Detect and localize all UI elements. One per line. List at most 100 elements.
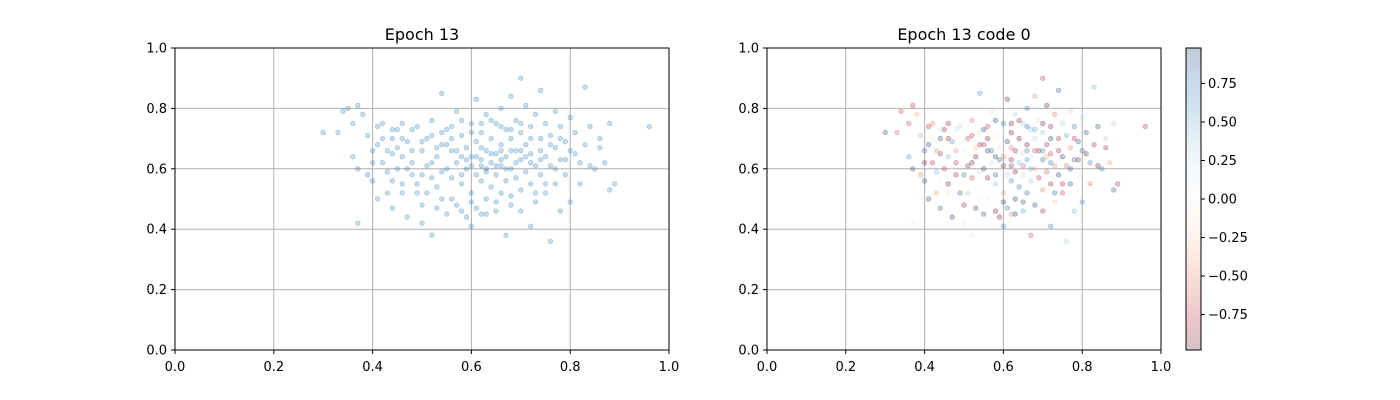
scatter-point <box>527 223 534 229</box>
scatter-point <box>1008 120 1014 127</box>
scatter-point <box>527 181 534 187</box>
scatter-point <box>1036 175 1042 181</box>
scatter-point <box>458 132 465 139</box>
scatter-point <box>429 232 435 238</box>
scatter-point <box>992 208 999 214</box>
scatter-point <box>1040 208 1046 214</box>
scatter-point <box>973 184 979 190</box>
scatter-point <box>1047 135 1054 142</box>
scatter-point <box>1000 163 1007 169</box>
scatter-point <box>503 232 509 238</box>
scatter-point <box>929 160 936 166</box>
scatter-point <box>1103 135 1109 142</box>
colorbar-gradient <box>1186 48 1201 350</box>
scatter-point <box>1071 208 1078 214</box>
scatter-point <box>444 166 450 172</box>
scatter-point <box>961 147 967 154</box>
scatter-point <box>547 238 554 244</box>
scatter-point <box>957 190 963 196</box>
scatter-point <box>1044 141 1050 148</box>
scatter-point <box>1063 132 1070 139</box>
scatter-point <box>537 147 544 154</box>
scatter-point <box>542 190 549 196</box>
scatter-point <box>439 129 445 136</box>
scatter-point <box>320 129 326 136</box>
scatter-point <box>1067 144 1074 151</box>
scatter-point <box>1067 108 1074 115</box>
scatter-point <box>1020 199 1026 205</box>
scatter-point <box>602 160 608 166</box>
scatter-point <box>503 126 509 133</box>
scatter-point <box>937 126 944 133</box>
scatter-point <box>508 126 514 133</box>
scatter-point <box>552 166 559 172</box>
scatter-point <box>949 166 955 172</box>
scatter-point <box>498 190 504 196</box>
scatter-point <box>1051 199 1058 205</box>
scatter-point <box>374 123 381 130</box>
scatter-point <box>1028 178 1034 184</box>
scatter-point <box>984 175 991 181</box>
scatter-point <box>557 157 564 163</box>
scatter-point <box>1032 202 1038 208</box>
scatter-point <box>493 150 499 157</box>
ticks-left: 0.0 0.2 0.4 0.6 0.8 1.0 0.0 0.2 0.4 0.6 0.8 1.0 <box>146 42 679 376</box>
scatter-point <box>945 120 951 127</box>
scatter-point <box>992 117 999 124</box>
scatter-point <box>463 144 470 151</box>
scatter-point <box>1012 211 1018 217</box>
y-tick-label: 0.4 <box>738 223 759 238</box>
scatter-point <box>537 172 544 178</box>
scatter-point <box>448 147 455 154</box>
scatter-point <box>1059 154 1066 160</box>
scatter-point <box>453 147 460 154</box>
scatter-point <box>518 157 524 163</box>
scatter-point <box>424 135 430 142</box>
grid-right <box>766 47 1162 351</box>
x-tick-label: 0.6 <box>993 360 1014 375</box>
scatter-point <box>961 202 967 208</box>
scatter-point <box>1079 114 1085 121</box>
scatter-point <box>973 205 979 211</box>
scatter-point <box>1114 181 1121 187</box>
scatter-point <box>992 154 999 160</box>
scatter-point <box>973 144 979 151</box>
scatter-point <box>894 129 900 136</box>
y-tick-label: 1.0 <box>738 42 759 57</box>
scatter-point <box>941 144 947 151</box>
scatter-point <box>882 129 888 136</box>
scatter-point <box>1020 172 1026 178</box>
scatter-point <box>1055 172 1062 178</box>
scatter-point <box>1028 232 1034 238</box>
scatter-point <box>945 154 951 160</box>
y-tick-label: 0.4 <box>146 223 167 238</box>
scatter-point <box>1000 129 1007 136</box>
scatter-point <box>419 147 425 154</box>
scatter-point <box>434 144 440 151</box>
scatter-point <box>483 211 489 217</box>
scatter-point <box>941 166 947 172</box>
scatter-point <box>394 126 400 133</box>
scatter-point <box>379 120 386 127</box>
scatter-point <box>1016 160 1022 166</box>
scatter-point <box>1044 169 1050 175</box>
scatter-point <box>557 123 564 130</box>
scatter-point <box>448 135 455 142</box>
scatter-point <box>493 120 499 127</box>
scatter-point <box>508 147 514 154</box>
scatter-point <box>335 129 341 136</box>
scatter-point <box>597 144 603 151</box>
scatter-point <box>933 190 940 196</box>
scatter-point <box>527 150 534 157</box>
scatter-point <box>582 141 588 148</box>
scatter-point <box>965 190 971 196</box>
scatter-point <box>518 129 524 136</box>
x-tick-label: 1.0 <box>659 360 680 375</box>
y-tick-label: 0.0 <box>146 344 167 359</box>
scatter-point <box>1032 147 1038 154</box>
scatter-point <box>1075 172 1081 178</box>
scatter-point <box>488 135 494 142</box>
y-tick-label: 1.0 <box>146 42 167 57</box>
scatter-point <box>977 169 983 175</box>
scatter-point <box>458 172 465 178</box>
